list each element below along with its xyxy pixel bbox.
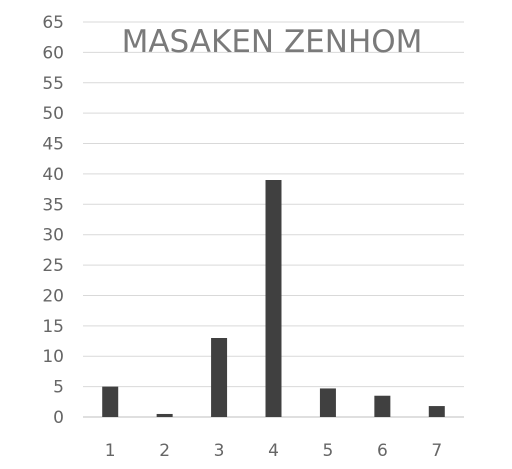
chart-title: MASAKEN ZENHOM <box>122 24 423 60</box>
y-tick-label: 55 <box>42 74 64 94</box>
x-tick-label: 6 <box>377 441 388 461</box>
y-tick-label: 10 <box>42 347 64 367</box>
x-tick-label: 1 <box>105 441 116 461</box>
bar <box>211 338 228 417</box>
y-tick-label: 5 <box>53 378 64 398</box>
x-tick-label: 7 <box>431 441 442 461</box>
y-tick-label: 30 <box>42 226 64 246</box>
y-tick-label: 40 <box>42 165 64 185</box>
bar <box>265 180 282 417</box>
y-tick-label: 15 <box>42 317 64 337</box>
x-tick-label: 3 <box>214 441 225 461</box>
y-tick-label: 45 <box>42 135 64 155</box>
bars <box>102 180 445 417</box>
y-tick-label: 35 <box>42 195 64 215</box>
y-tick-label: 65 <box>42 13 64 33</box>
bar <box>102 386 119 417</box>
x-tick-label: 5 <box>323 441 334 461</box>
x-axis-tick-labels: 1 2 3 4 5 6 7 <box>105 441 442 461</box>
y-tick-label: 20 <box>42 286 64 306</box>
y-tick-label: 0 <box>53 408 64 428</box>
y-tick-label: 25 <box>42 256 64 276</box>
bar <box>428 406 445 417</box>
bar <box>374 395 391 417</box>
bar <box>156 413 173 417</box>
y-tick-label: 50 <box>42 104 64 124</box>
x-tick-label: 2 <box>159 441 170 461</box>
y-tick-label: 60 <box>42 43 64 63</box>
x-tick-label: 4 <box>268 441 279 461</box>
y-axis-tick-labels: 0 5 10 15 20 25 30 35 40 45 50 55 60 65 <box>42 13 64 428</box>
bar <box>319 388 336 417</box>
